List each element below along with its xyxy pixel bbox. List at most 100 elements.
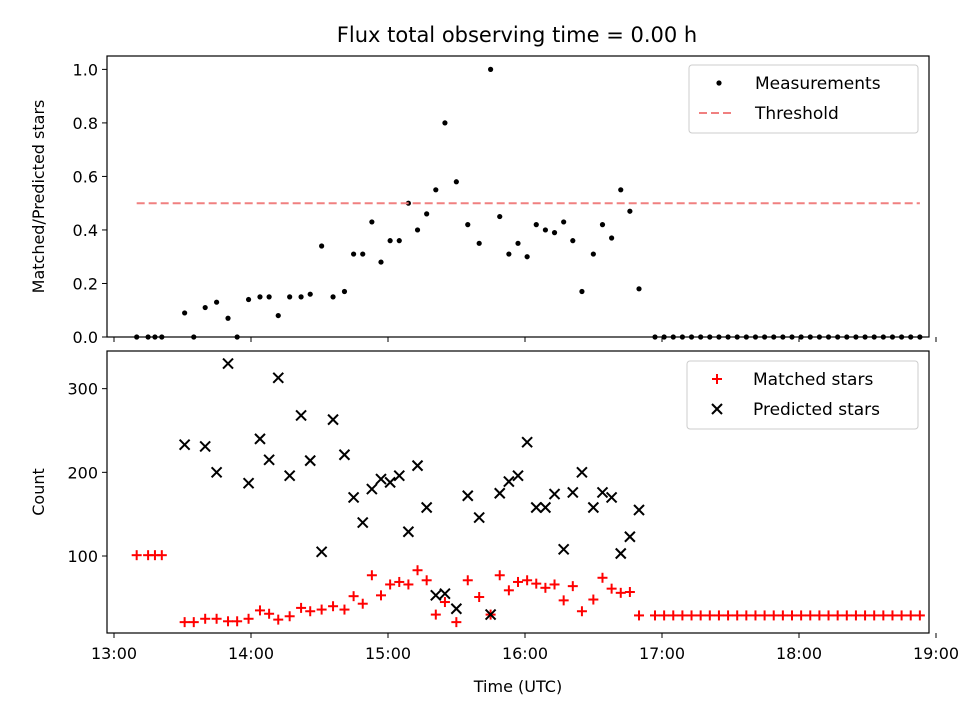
- matched-star-point: [860, 610, 871, 621]
- predicted-star-point: [430, 589, 442, 602]
- measurement-point: [369, 219, 375, 225]
- matched-star-point: [787, 610, 797, 621]
- measurement-point: [579, 288, 585, 295]
- measurement-point: [652, 334, 658, 340]
- measurement-point: [524, 254, 530, 260]
- measurement-point: [807, 334, 813, 340]
- x-tick-label: 15:00: [365, 644, 411, 663]
- measurement-point: [771, 334, 777, 340]
- y-tick-label: 100: [67, 547, 98, 566]
- measurement-point: [590, 251, 596, 257]
- matched-star-point: [421, 575, 432, 586]
- measurement-point: [670, 334, 676, 340]
- matched-star-point: [896, 610, 907, 621]
- measurement-point: [234, 334, 240, 340]
- y-tick-label: 0.6: [73, 167, 98, 186]
- matched-star-point: [522, 575, 533, 586]
- y-tick-label: 0.2: [73, 274, 98, 293]
- measurement-point: [789, 334, 795, 340]
- matched-star-point: [474, 592, 485, 603]
- matched-star-point: [558, 595, 569, 606]
- x-tick-label: 19:00: [913, 644, 959, 663]
- measurement-point: [245, 296, 252, 303]
- predicted-star-point: [450, 603, 463, 615]
- matched-star-point: [394, 576, 405, 587]
- predicted-star-point: [624, 531, 636, 543]
- measurement-point: [825, 334, 832, 340]
- matched-star-point: [732, 610, 743, 621]
- matched-star-point: [713, 610, 724, 621]
- legend: Matched stars Predicted stars: [686, 360, 919, 430]
- plot-frame: [106, 350, 930, 634]
- matched-star-point: [650, 610, 660, 621]
- measurement-point: [835, 334, 841, 340]
- matched-star-point: [914, 610, 925, 621]
- predicted-star-point: [587, 501, 600, 514]
- predicted-star-point: [393, 469, 405, 482]
- measurement-point: [433, 187, 439, 193]
- matched-star-point: [540, 582, 551, 593]
- chart-title: Flux total observing time = 0.00 h: [337, 23, 697, 47]
- matched-star-point: [188, 617, 199, 628]
- matched-star-point: [284, 611, 295, 622]
- measurement-point: [351, 251, 357, 257]
- matched-star-point: [223, 616, 234, 627]
- matched-star-point: [357, 598, 368, 609]
- predicted-star-point: [254, 433, 266, 445]
- legend-label: Measurements: [755, 74, 881, 94]
- matched-star-point: [403, 579, 414, 590]
- matched-star-point: [412, 565, 423, 576]
- measurement-point: [360, 251, 366, 257]
- matched-star-point: [273, 614, 284, 625]
- predicted-star-point: [283, 469, 296, 482]
- measurement-point: [752, 334, 759, 340]
- measurement-point: [889, 334, 896, 340]
- legend-label: Threshold: [754, 104, 839, 124]
- measurement-point: [182, 310, 188, 316]
- matched-star-point: [549, 579, 560, 590]
- predicted-star-point: [605, 491, 618, 504]
- predicted-star-point: [199, 440, 211, 453]
- matched-star-point: [316, 604, 327, 615]
- predicted-star-point: [338, 449, 351, 461]
- measurement-point: [734, 334, 740, 340]
- matched-star-point: [430, 609, 441, 620]
- y-tick-label: 0.4: [73, 221, 98, 240]
- predicted-star-point: [402, 526, 415, 538]
- matched-star-point: [723, 610, 734, 621]
- measurement-point: [599, 222, 606, 228]
- matched-star-point: [668, 610, 679, 621]
- predicted-star-point: [521, 436, 533, 448]
- predicted-star-point: [304, 454, 316, 467]
- legend-box: [688, 64, 919, 134]
- measurement-point: [698, 334, 704, 340]
- predicted-star-point: [347, 491, 360, 504]
- predicted-star-point: [315, 546, 328, 558]
- measurement-point: [899, 334, 905, 340]
- measurement-point: [542, 227, 549, 233]
- measurement-point: [716, 334, 722, 340]
- measurement-point: [378, 259, 384, 265]
- legend-swatch: [712, 374, 722, 384]
- measurement-point: [853, 334, 859, 340]
- matched-star-point: [869, 610, 880, 621]
- legend-swatch: [711, 403, 723, 415]
- matched-star-point: [878, 610, 889, 621]
- top-panel: 0.0 0.2 0.4 0.6 0.8 1.0 Matched/Predicted star…: [29, 55, 937, 347]
- x-axis-label: Time (UTC): [473, 677, 562, 696]
- plot-frame: [106, 55, 930, 338]
- measurement-point: [533, 222, 539, 228]
- matched-star-point: [376, 590, 386, 601]
- measurement-point: [476, 240, 482, 246]
- measurement-point: [497, 213, 503, 220]
- matched-star-point: [750, 610, 761, 621]
- matched-star-point: [759, 610, 770, 621]
- matched-star-point: [805, 610, 816, 621]
- matched-star-point: [606, 583, 617, 594]
- predicted-star-point: [357, 516, 369, 529]
- matched-star-point: [200, 613, 211, 624]
- matched-star-point: [887, 610, 898, 621]
- measurement-point: [191, 334, 197, 340]
- matched-star-point: [588, 594, 599, 605]
- matched-star-point: [814, 610, 825, 621]
